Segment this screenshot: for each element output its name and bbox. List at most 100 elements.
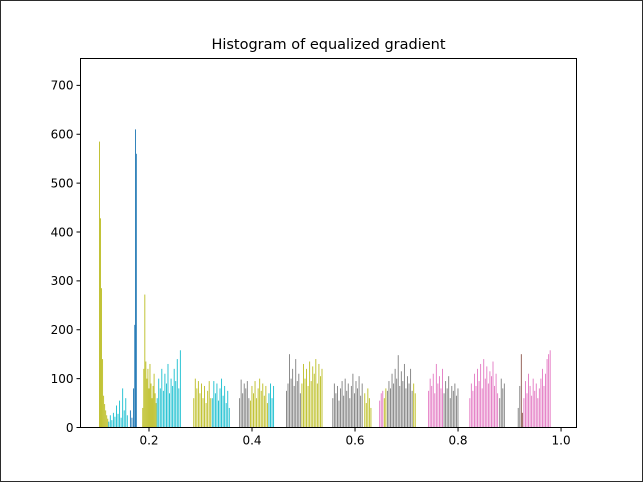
histogram-bar bbox=[315, 359, 317, 428]
histogram-bar bbox=[538, 388, 540, 428]
histogram-bar bbox=[492, 361, 494, 428]
histogram-bar bbox=[221, 378, 223, 428]
histogram-bars bbox=[99, 129, 551, 428]
histogram-bar bbox=[519, 385, 521, 428]
histogram-bar bbox=[135, 129, 136, 428]
histogram-bar bbox=[101, 288, 102, 428]
histogram-bar bbox=[361, 383, 363, 428]
histogram-bar bbox=[390, 388, 391, 428]
histogram-bar bbox=[211, 398, 213, 428]
y-tick-label: 0 bbox=[66, 421, 74, 435]
histogram-bar bbox=[397, 355, 399, 428]
histogram-bar bbox=[472, 390, 474, 428]
histogram-bar bbox=[487, 383, 489, 428]
histogram-bar bbox=[125, 398, 127, 428]
histogram-bar bbox=[343, 395, 345, 428]
histogram-bar bbox=[253, 393, 254, 428]
histogram-bar bbox=[310, 381, 312, 428]
histogram-bar bbox=[287, 383, 289, 428]
histogram-bar bbox=[440, 388, 442, 428]
y-tick-label: 500 bbox=[51, 176, 74, 190]
histogram-bar bbox=[350, 385, 352, 428]
histogram-bar bbox=[309, 361, 311, 428]
histogram-bar bbox=[408, 383, 410, 428]
x-tick-label: 0.8 bbox=[448, 434, 467, 448]
histogram-bar bbox=[368, 398, 370, 428]
histogram-bar bbox=[545, 373, 546, 428]
histogram-bar bbox=[105, 410, 107, 428]
histogram-bar bbox=[248, 398, 250, 428]
histogram-bar bbox=[116, 405, 117, 428]
histogram-bar bbox=[135, 153, 137, 428]
x-tick-label: 1.0 bbox=[552, 434, 571, 448]
histogram-bar bbox=[134, 324, 136, 428]
histogram-bar bbox=[399, 385, 401, 428]
histogram-bar bbox=[405, 388, 407, 428]
histogram-bar bbox=[133, 388, 134, 428]
histogram-bar bbox=[108, 421, 110, 428]
histogram-bar bbox=[500, 378, 502, 428]
histogram-bar bbox=[103, 395, 105, 428]
histogram-bar bbox=[120, 417, 122, 428]
chart-title: Histogram of equalized gradient bbox=[211, 37, 445, 53]
histogram-bar bbox=[129, 410, 131, 428]
histogram-bar bbox=[365, 403, 367, 428]
histogram-bar bbox=[349, 398, 351, 428]
histogram-bar bbox=[222, 395, 224, 428]
histogram-bar bbox=[431, 385, 433, 428]
histogram-bar bbox=[410, 368, 412, 428]
histogram-bar bbox=[155, 403, 157, 428]
histogram-bar bbox=[193, 398, 195, 428]
histogram-bar bbox=[494, 385, 495, 428]
histogram-bar bbox=[166, 383, 167, 428]
histogram-bar bbox=[449, 398, 451, 428]
histogram-bar bbox=[257, 388, 259, 428]
histogram-bar bbox=[178, 388, 180, 428]
histogram-bar bbox=[256, 398, 258, 428]
histogram-bar bbox=[469, 398, 471, 428]
plot-frame bbox=[80, 58, 577, 428]
histogram-bar bbox=[486, 366, 488, 428]
histogram-bar bbox=[100, 218, 101, 428]
histogram-bar bbox=[413, 383, 415, 428]
histogram-bar bbox=[320, 376, 321, 428]
histogram-bar bbox=[306, 368, 307, 428]
histogram-bar bbox=[106, 415, 108, 428]
histogram-bar bbox=[117, 413, 119, 428]
histogram-bar bbox=[265, 385, 267, 428]
histogram-bar bbox=[296, 381, 298, 428]
histogram-bar bbox=[131, 417, 133, 428]
plot-background bbox=[80, 58, 577, 428]
histogram-bar bbox=[194, 378, 196, 428]
histogram-bar bbox=[161, 368, 163, 428]
histogram-bar bbox=[176, 359, 178, 428]
histogram-bar bbox=[307, 385, 309, 428]
histogram-bar bbox=[318, 363, 320, 428]
histogram-bar bbox=[383, 398, 385, 428]
histogram-bar bbox=[382, 390, 384, 428]
histogram-bar bbox=[260, 390, 262, 428]
histogram-bar bbox=[549, 350, 551, 428]
histogram-bar bbox=[481, 388, 483, 428]
histogram-bar bbox=[153, 373, 155, 428]
histogram-bar bbox=[301, 383, 303, 428]
histogram-bar bbox=[438, 376, 440, 428]
histogram-bar bbox=[304, 378, 306, 428]
histogram-bar bbox=[295, 359, 297, 428]
histogram-bar bbox=[443, 393, 445, 428]
histogram-bar bbox=[312, 366, 314, 428]
histogram-bar bbox=[429, 378, 431, 428]
histogram-bar bbox=[502, 388, 504, 428]
histogram-bar bbox=[119, 400, 121, 428]
y-axis: 0 100 200 300 400 500 600 700 bbox=[51, 79, 81, 435]
histogram-bar bbox=[531, 395, 533, 428]
histogram-bar bbox=[534, 390, 536, 428]
histogram-bar bbox=[354, 393, 355, 428]
histogram-bar bbox=[524, 381, 526, 428]
histogram-bar bbox=[99, 141, 100, 428]
histogram-bar bbox=[432, 373, 434, 428]
histogram-bar bbox=[202, 398, 204, 428]
histogram-bar bbox=[446, 388, 448, 428]
histogram-bar bbox=[499, 398, 501, 428]
